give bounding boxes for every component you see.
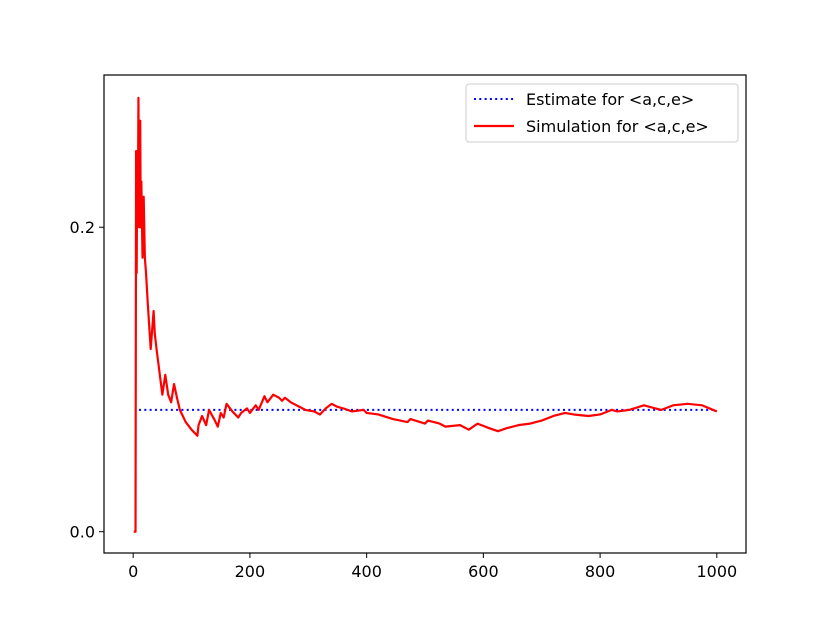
- x-tick-label: 1000: [696, 562, 737, 581]
- legend: Estimate for <a,c,e> Simulation for <a,c,…: [465, 83, 739, 143]
- x-tick-label: 400: [351, 562, 382, 581]
- series-line-1: [133, 96, 718, 533]
- x-tick-label: 0: [128, 562, 138, 581]
- legend-label-1: Simulation for <a,c,e>: [526, 117, 709, 136]
- y-tick-label: 0.0: [70, 523, 95, 542]
- y-tick-label: 0.2: [70, 218, 95, 237]
- x-tick-label: 600: [468, 562, 499, 581]
- x-tick-label: 200: [235, 562, 266, 581]
- plot-area-frame: [103, 74, 747, 554]
- legend-box: [465, 83, 739, 143]
- legend-label-0: Estimate for <a,c,e>: [526, 90, 694, 109]
- x-tick-label: 800: [585, 562, 616, 581]
